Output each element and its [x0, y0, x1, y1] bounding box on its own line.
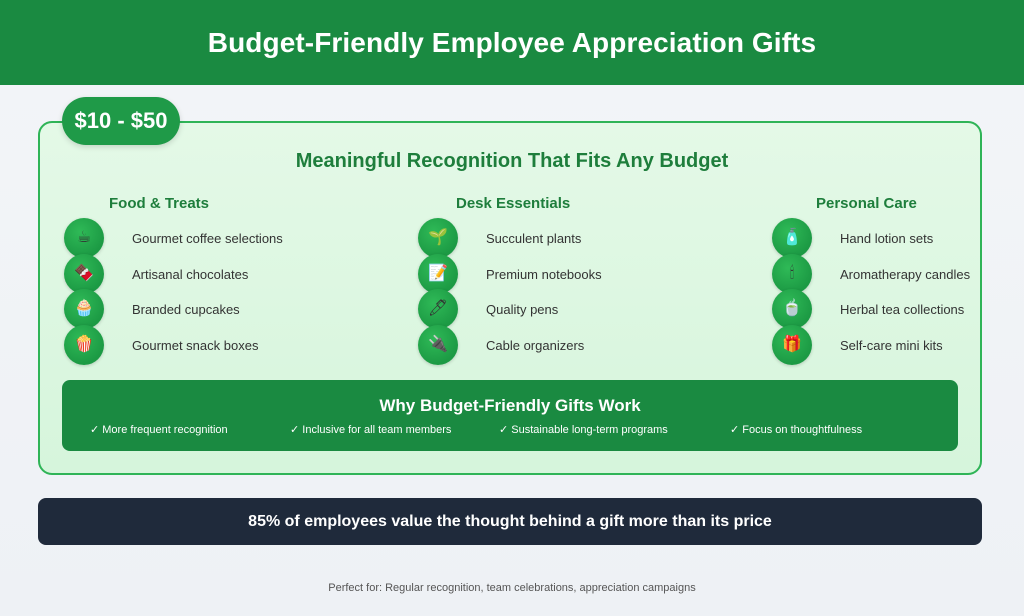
why-point: ✓ Inclusive for all team members — [290, 424, 452, 436]
item-label: Quality pens — [486, 301, 559, 317]
list-item: 🕯 Aromatherapy candles — [772, 254, 970, 294]
why-point: ✓ More frequent recognition — [90, 424, 228, 436]
column-food-treats: Food & Treats ☕ Gourmet coffee selection… — [64, 195, 283, 365]
why-title: Why Budget-Friendly Gifts Work — [379, 396, 641, 415]
popcorn-icon: 🍿 — [64, 325, 104, 365]
page-header: Budget-Friendly Employee Appreciation Gi… — [0, 0, 1024, 85]
column-personal-care: Personal Care 🧴 Hand lotion sets 🕯 Aroma… — [772, 195, 972, 365]
statistic-banner: 85% of employees value the thought behin… — [38, 498, 982, 545]
item-label: Hand lotion sets — [840, 230, 934, 246]
item-label: Branded cupcakes — [132, 301, 240, 317]
list-item: 🖊 Quality pens — [418, 289, 558, 329]
list-item: 🎁 Self-care mini kits — [772, 325, 943, 365]
column-title: Desk Essentials — [456, 195, 571, 212]
item-label: Self-care mini kits — [840, 337, 943, 353]
footer-note: Perfect for: Regular recognition, team c… — [328, 582, 696, 594]
page-title: Budget-Friendly Employee Appreciation Gi… — [207, 26, 817, 58]
plant-icon: 🌱 — [418, 218, 458, 258]
lotion-icon: 🧴 — [772, 218, 812, 258]
list-item: ☕ Gourmet coffee selections — [64, 218, 283, 258]
candle-icon: 🕯 — [772, 254, 812, 294]
column-desk-essentials: Desk Essentials 🌱 Succulent plants 📝 Pre… — [418, 195, 618, 365]
price-range-badge: $10 - $50 — [62, 97, 180, 145]
list-item: 🧁 Branded cupcakes — [64, 289, 240, 329]
card-title: Meaningful Recognition That Fits Any Bud… — [295, 150, 729, 172]
item-label: Premium notebooks — [486, 266, 602, 282]
statistic-text: 85% of employees value the thought behin… — [248, 512, 772, 530]
tea-icon: 🍵 — [772, 289, 812, 329]
column-title: Food & Treats — [109, 195, 210, 212]
list-item: 📝 Premium notebooks — [418, 254, 602, 294]
item-label: Gourmet snack boxes — [132, 337, 259, 353]
why-point: ✓ Sustainable long-term programs — [499, 424, 668, 436]
item-label: Gourmet coffee selections — [132, 230, 283, 246]
list-item: 🍫 Artisanal chocolates — [64, 254, 248, 294]
gift-icon: 🎁 — [772, 325, 812, 365]
column-title: Personal Care — [816, 195, 917, 212]
item-label: Herbal tea collections — [840, 301, 965, 317]
pen-icon: 🖊 — [418, 289, 458, 329]
list-item: 🌱 Succulent plants — [418, 218, 581, 258]
item-label: Aromatherapy candles — [840, 266, 971, 282]
cable-icon: 🔌 — [418, 325, 458, 365]
cupcake-icon: 🧁 — [64, 289, 104, 329]
list-item: 🍿 Gourmet snack boxes — [64, 325, 258, 365]
list-item: 🔌 Cable organizers — [418, 325, 584, 365]
list-item: 🍵 Herbal tea collections — [772, 289, 964, 329]
coffee-icon: ☕ — [64, 218, 104, 258]
chocolate-icon: 🍫 — [64, 254, 104, 294]
why-budget-friendly-box: Why Budget-Friendly Gifts Work ✓ More fr… — [62, 380, 958, 451]
item-label: Cable organizers — [486, 337, 585, 353]
notebook-icon: 📝 — [418, 254, 458, 294]
why-point: ✓ Focus on thoughtfulness — [730, 424, 863, 436]
item-label: Artisanal chocolates — [132, 266, 249, 282]
item-label: Succulent plants — [486, 230, 582, 246]
list-item: 🧴 Hand lotion sets — [772, 218, 933, 258]
